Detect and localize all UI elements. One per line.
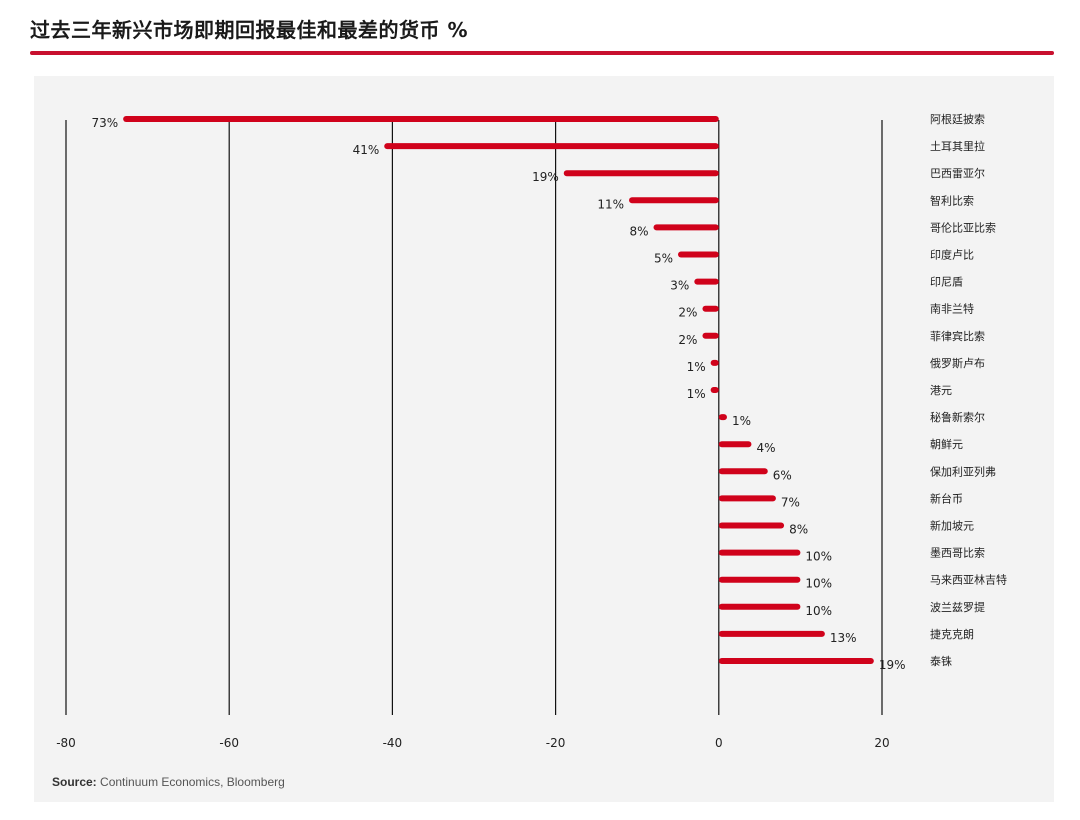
source-label: Source: [52,775,97,789]
data-label: 5% [654,252,673,266]
category-label: 港元 [930,384,952,397]
data-label: 4% [756,441,775,455]
bar [718,414,727,421]
bar [718,549,801,556]
category-label: 土耳其里拉 [930,139,985,153]
data-label: 1% [687,360,706,374]
category-label: 哥伦比亚比索 [930,220,996,234]
category-label: 印尼盾 [930,276,963,289]
bar [718,522,785,529]
chart-title: 过去三年新兴市场即期回报最佳和最差的货币 % [30,18,469,42]
title-underline [30,51,1054,55]
category-label: 秘鲁新索尔 [930,410,985,424]
bar [710,387,719,393]
source-text: Continuum Economics, Bloomberg [100,775,285,789]
chart-panel [34,76,1054,802]
data-label: 1% [687,387,706,401]
bar [678,251,719,258]
category-label: 保加利亚列弗 [930,464,996,478]
data-label: 13% [830,631,857,645]
category-label: 马来西亚林吉特 [930,573,1007,587]
category-label: 阿根廷披索 [930,112,985,126]
data-label: 1% [732,414,751,428]
bar [710,359,719,366]
category-label: 波兰兹罗提 [930,601,985,614]
data-label: 8% [789,523,808,537]
bar [718,441,752,448]
bar [123,116,719,122]
category-label: 泰铢 [930,654,952,668]
data-label: 41% [353,143,380,157]
category-label: 俄罗斯卢布 [930,357,985,370]
category-label: 墨西哥比索 [930,546,985,560]
bar [563,170,719,177]
data-label: 19% [879,658,906,672]
category-label: 朝鲜元 [930,437,963,451]
bar [718,603,801,610]
bar [718,576,801,583]
category-label: 捷克克朗 [930,627,974,641]
data-label: 8% [629,224,648,238]
category-label: 菲律宾比索 [930,329,985,343]
category-label: 印度卢比 [930,248,974,262]
data-label: 3% [670,279,689,293]
data-label: 2% [678,306,697,320]
bar [694,278,719,285]
category-label: 新加坡元 [930,519,974,533]
category-label: 巴西雷亚尔 [930,167,985,180]
data-label: 10% [805,577,832,591]
bar [718,495,776,502]
bar [653,224,719,231]
x-tick-label: -20 [546,736,566,750]
data-label: 10% [805,604,832,618]
category-label: 南非兰特 [930,302,974,316]
data-label: 6% [773,468,792,482]
bar [702,332,719,339]
data-label: 11% [597,197,624,211]
bar [718,630,825,637]
category-label: 智利比索 [930,193,974,207]
x-tick-label: -40 [383,736,403,750]
x-tick-label: -80 [56,736,76,750]
data-label: 73% [91,116,118,130]
bar [384,143,719,150]
data-label: 7% [781,495,800,509]
x-tick-label: 20 [874,736,889,750]
bar [718,468,768,475]
data-label: 19% [532,170,559,184]
data-label: 10% [805,550,832,564]
x-tick-label: 0 [715,736,723,750]
bar [718,658,874,664]
source-note: Source: Continuum Economics, Bloomberg [52,775,285,789]
category-label: 新台币 [930,491,963,505]
bar [629,197,719,204]
bar [702,305,719,312]
data-label: 2% [678,333,697,347]
x-tick-label: -60 [219,736,239,750]
